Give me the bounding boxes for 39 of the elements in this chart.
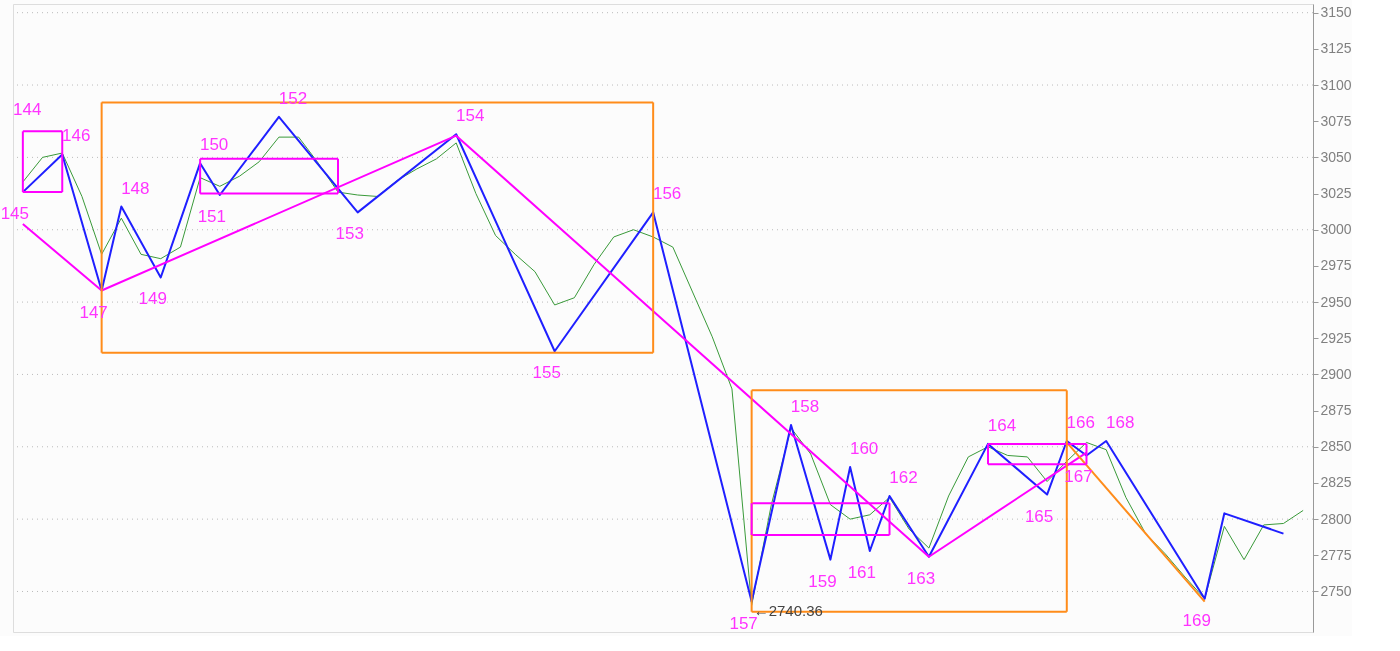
annotation: 156 (652, 184, 682, 204)
y-tick-label: 2800 (1320, 510, 1352, 527)
annotation: 159 (808, 571, 837, 591)
annotation: 148 (121, 178, 150, 198)
annotation: 157 (729, 613, 758, 633)
y-tick-label: 2925 (1320, 329, 1352, 346)
annotation: 169 (1182, 610, 1211, 630)
y-tick-label: 2825 (1320, 474, 1352, 491)
annotation: 145 (0, 204, 30, 224)
annotation: 151 (197, 207, 227, 226)
annotation: 164 (987, 415, 1017, 435)
annotation: 160 (849, 439, 879, 459)
annotation: 155 (532, 363, 561, 383)
y-tick-label: 3050 (1320, 148, 1352, 165)
y-tick-label: 2875 (1320, 402, 1352, 419)
annotation: 149 (138, 289, 167, 309)
annotation: 153 (335, 224, 364, 244)
annotation: 150 (199, 135, 229, 155)
y-tick-label: 2750 (1320, 582, 1352, 599)
annotation: 161 (847, 562, 877, 582)
annotation: 154 (455, 106, 485, 126)
y-tick-label: 2950 (1320, 293, 1352, 310)
y-tick-label: 2975 (1320, 257, 1352, 274)
annotation: 168 (1105, 413, 1135, 432)
y-tick-label: 3150 (1320, 4, 1352, 21)
y-tick-label: 2850 (1320, 438, 1352, 455)
y-tick-label: 2775 (1320, 546, 1352, 563)
y-tick-label: 3075 (1320, 112, 1352, 129)
y-tick-label: 3000 (1320, 221, 1352, 238)
annotation: 165 (1024, 506, 1054, 526)
y-tick-label: 3100 (1320, 76, 1352, 93)
y-tick-label: 3125 (1320, 40, 1352, 57)
annotation: 158 (790, 397, 820, 417)
y-tick-label: 2900 (1320, 365, 1352, 382)
annotation: 163 (906, 568, 936, 588)
annotation: 144 (13, 100, 42, 119)
y-tick-label: 3025 (1320, 185, 1352, 202)
annotation: 146 (62, 126, 91, 146)
annotation: 162 (889, 467, 918, 487)
